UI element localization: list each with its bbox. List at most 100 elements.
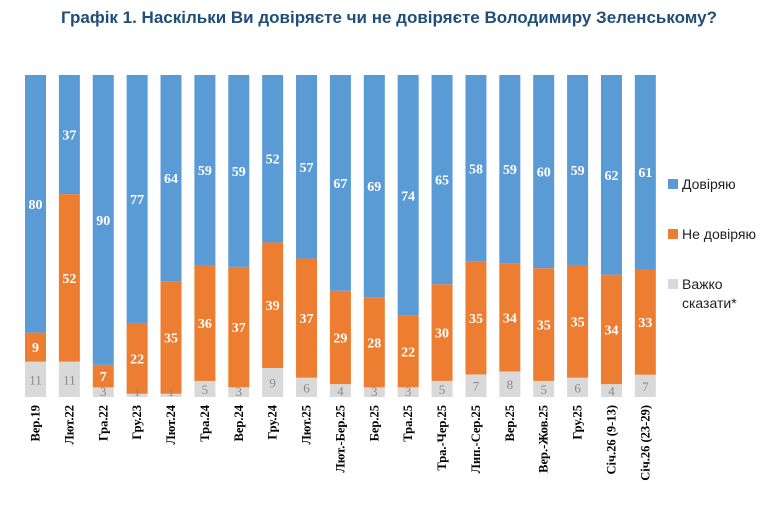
label-hard-to-say: 11 bbox=[63, 372, 76, 387]
bar-hard-to-say bbox=[296, 377, 318, 397]
x-tick-labels-group: Вер.19 Лют.22 Гра.22 Гру.23 Лют.24 Тра.24 Вер.… bbox=[29, 404, 653, 481]
bar-trust bbox=[92, 75, 114, 365]
legend-swatch-hard bbox=[668, 279, 678, 289]
bar-trust bbox=[397, 75, 419, 316]
label-trust: 59 bbox=[571, 164, 585, 179]
x-tick-label: Гра.22 bbox=[96, 405, 110, 441]
bar-distrust bbox=[58, 194, 80, 362]
label-hard-to-say: 5 bbox=[540, 382, 547, 397]
label-trust: 57 bbox=[300, 161, 314, 176]
bar-trust bbox=[194, 75, 216, 265]
label-hard-to-say: 4 bbox=[337, 384, 344, 399]
bars-group bbox=[25, 75, 656, 397]
label-trust: 59 bbox=[232, 165, 246, 180]
label-hard-to-say: 9 bbox=[269, 376, 276, 391]
bar-distrust bbox=[499, 263, 521, 372]
bar-distrust bbox=[533, 268, 555, 381]
bar-trust bbox=[363, 75, 385, 298]
x-tick-label: Тра.25 bbox=[401, 405, 415, 442]
legend-swatch-distrust bbox=[668, 229, 678, 239]
label-trust: 59 bbox=[198, 164, 212, 179]
bar-distrust bbox=[397, 315, 419, 388]
label-hard-to-say: 3 bbox=[100, 384, 107, 399]
label-trust: 37 bbox=[62, 129, 76, 144]
label-distrust: 37 bbox=[232, 321, 246, 336]
label-trust: 61 bbox=[638, 166, 652, 181]
bar-distrust bbox=[329, 290, 351, 385]
bar-trust bbox=[58, 75, 80, 195]
bar-hard-to-say bbox=[126, 393, 148, 397]
label-distrust: 34 bbox=[503, 311, 517, 326]
x-tick-label: Тра.24 bbox=[198, 404, 212, 441]
label-hard-to-say: 1 bbox=[168, 384, 175, 399]
label-trust: 77 bbox=[130, 193, 144, 208]
legend-swatch-trust bbox=[668, 179, 678, 189]
label-trust: 60 bbox=[537, 166, 551, 181]
bar-hard-to-say bbox=[397, 387, 419, 397]
bar-hard-to-say bbox=[533, 380, 555, 397]
x-tick-label: Тра.-Чер.25 bbox=[435, 405, 449, 471]
x-tick-label: Вер.-Жов.25 bbox=[537, 405, 551, 473]
bar-trust bbox=[262, 75, 284, 243]
bar-distrust bbox=[262, 242, 284, 369]
bar-hard-to-say bbox=[58, 361, 80, 397]
bar-distrust bbox=[634, 269, 656, 375]
label-distrust: 28 bbox=[367, 336, 381, 351]
bar-distrust bbox=[25, 332, 46, 362]
x-tick-label: Гру.24 bbox=[266, 404, 280, 439]
bar-distrust bbox=[600, 274, 622, 385]
label-hard-to-say: 3 bbox=[405, 384, 412, 399]
x-tick-label: Вер.24 bbox=[232, 404, 246, 441]
label-trust: 58 bbox=[469, 162, 483, 177]
bar-hard-to-say bbox=[600, 384, 622, 397]
label-distrust: 39 bbox=[266, 299, 280, 314]
x-tick-label: Лют.24 bbox=[164, 404, 178, 444]
label-distrust: 37 bbox=[300, 312, 314, 327]
label-distrust: 35 bbox=[571, 315, 585, 330]
label-hard-to-say: 3 bbox=[236, 384, 243, 399]
label-trust: 65 bbox=[435, 174, 449, 189]
bar-hard-to-say bbox=[25, 361, 46, 397]
label-hard-to-say: 4 bbox=[608, 384, 615, 399]
bar-distrust bbox=[363, 297, 385, 388]
bar-trust bbox=[329, 75, 351, 291]
label-distrust: 29 bbox=[333, 331, 347, 346]
label-hard-to-say: 7 bbox=[642, 379, 649, 394]
label-hard-to-say: 11 bbox=[29, 372, 42, 387]
x-tick-label: Січ.26 (23-29) bbox=[638, 405, 652, 481]
bar-trust bbox=[465, 75, 487, 262]
bar-trust bbox=[25, 75, 46, 333]
bar-distrust bbox=[228, 266, 250, 388]
label-distrust: 36 bbox=[198, 317, 212, 332]
bar-trust bbox=[634, 75, 656, 270]
label-distrust: 35 bbox=[537, 319, 551, 334]
bar-trust bbox=[567, 75, 589, 265]
bar-hard-to-say bbox=[363, 387, 385, 397]
x-tick-label: Гру.25 bbox=[571, 405, 585, 440]
label-distrust: 35 bbox=[469, 312, 483, 327]
label-hard-to-say: 6 bbox=[574, 380, 581, 395]
label-distrust: 22 bbox=[401, 345, 415, 360]
x-tick-label: Січ.26 (9-13) bbox=[604, 405, 618, 475]
legend: Довіряю Не довіряю Важко сказати* bbox=[668, 176, 756, 311]
bar-distrust bbox=[160, 281, 182, 394]
bar-hard-to-say bbox=[567, 377, 589, 397]
data-labels-group: 8091137521190737722164351593655937352399… bbox=[29, 129, 653, 399]
x-tick-label: Гру.23 bbox=[130, 405, 144, 440]
label-trust: 80 bbox=[29, 198, 43, 213]
bar-hard-to-say bbox=[329, 384, 351, 397]
bar-trust bbox=[126, 75, 148, 323]
bar-hard-to-say bbox=[194, 380, 216, 397]
label-distrust: 52 bbox=[62, 272, 76, 287]
label-trust: 74 bbox=[401, 189, 415, 204]
x-tick-label: Лип.-Сер.25 bbox=[469, 405, 483, 473]
bar-hard-to-say bbox=[160, 393, 182, 397]
legend-label-hard: Важко bbox=[682, 276, 723, 292]
label-trust: 62 bbox=[604, 169, 618, 184]
label-hard-to-say: 1 bbox=[134, 384, 141, 399]
bar-trust bbox=[228, 75, 250, 267]
bar-trust bbox=[600, 75, 622, 275]
bar-trust bbox=[499, 75, 521, 264]
bar-distrust bbox=[296, 258, 318, 378]
label-hard-to-say: 5 bbox=[202, 382, 209, 397]
